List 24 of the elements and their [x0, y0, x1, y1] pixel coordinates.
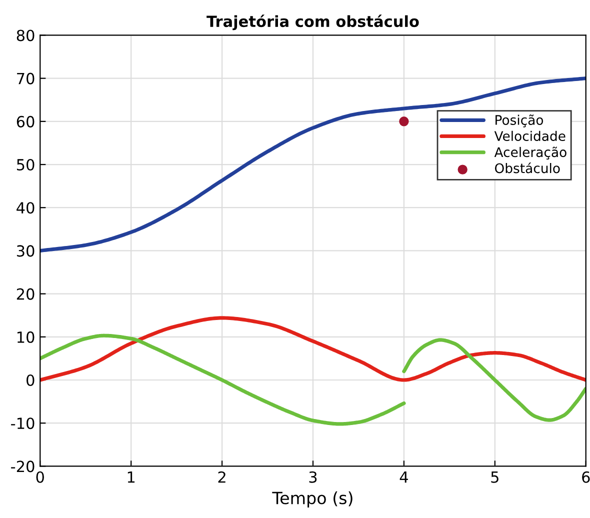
y-tick-label: 0 [26, 374, 34, 386]
legend-label: Posição [496, 114, 544, 128]
x-tick-label: 5 [491, 472, 498, 483]
x-tick-label: 0 [36, 471, 44, 483]
legend-label: Obstáculo [494, 162, 560, 174]
legend-label: Aceleração [494, 146, 566, 160]
y-tick-label: -20 [11, 460, 34, 472]
legend-label: Velocidade [494, 130, 566, 142]
x-tick-label: 6 [582, 471, 590, 483]
y-tick-label: 80 [16, 30, 34, 42]
y-tick-label: 10 [17, 331, 34, 343]
y-tick-label: 70 [17, 72, 34, 84]
x-tick-label: 2 [218, 471, 226, 483]
x-tick-label: 3 [309, 471, 317, 483]
y-tick-label: 20 [16, 288, 34, 300]
y-tick-label: 30 [16, 245, 34, 257]
chart-title: Trajetória com obstáculo [206, 14, 419, 30]
x-axis-title: Tempo (s) [272, 491, 352, 508]
y-tick-label: 40 [16, 202, 34, 214]
x-tick-label: 4 [400, 472, 408, 483]
y-tick-label: 60 [16, 116, 34, 128]
y-tick-label: 50 [16, 158, 34, 171]
y-tick-label: -10 [11, 418, 34, 430]
x-tick-label: 1 [128, 472, 135, 483]
